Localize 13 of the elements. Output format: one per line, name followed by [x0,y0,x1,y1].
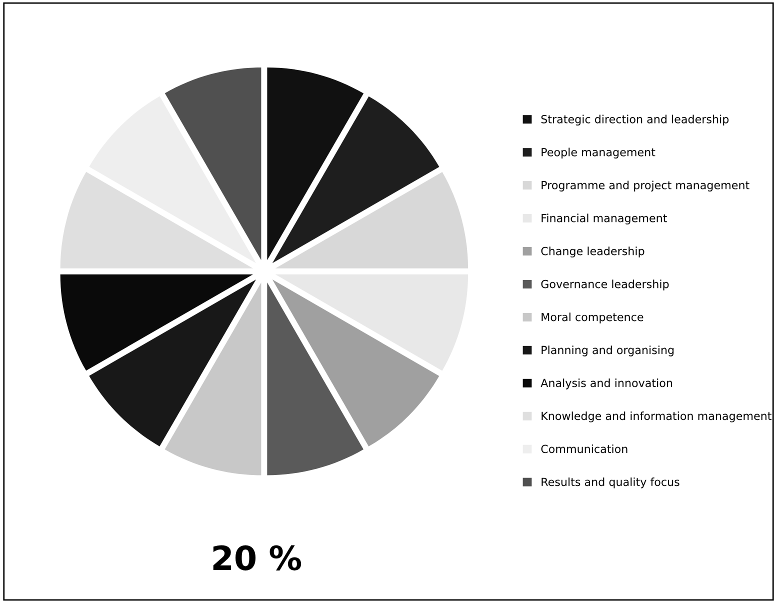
legend-label: Moral competence [542,312,644,324]
legend-label: Programme and project management [542,180,750,192]
legend-label: Results and quality focus [542,477,680,488]
legend-label: Strategic direction and leadership [541,114,729,126]
legend-label: Governance leadership [541,280,669,290]
legend-label: Knowledge and information management [542,412,772,422]
text: 20 % [213,545,302,570]
legend-label: People management [542,148,656,158]
legend-label: Change leadership [541,246,644,258]
legend-label: Analysis and innovation [540,378,672,390]
legend-label: Planning and organising [542,346,674,356]
legend-label: Communication [541,444,628,454]
legend-label: Financial management [542,214,667,224]
